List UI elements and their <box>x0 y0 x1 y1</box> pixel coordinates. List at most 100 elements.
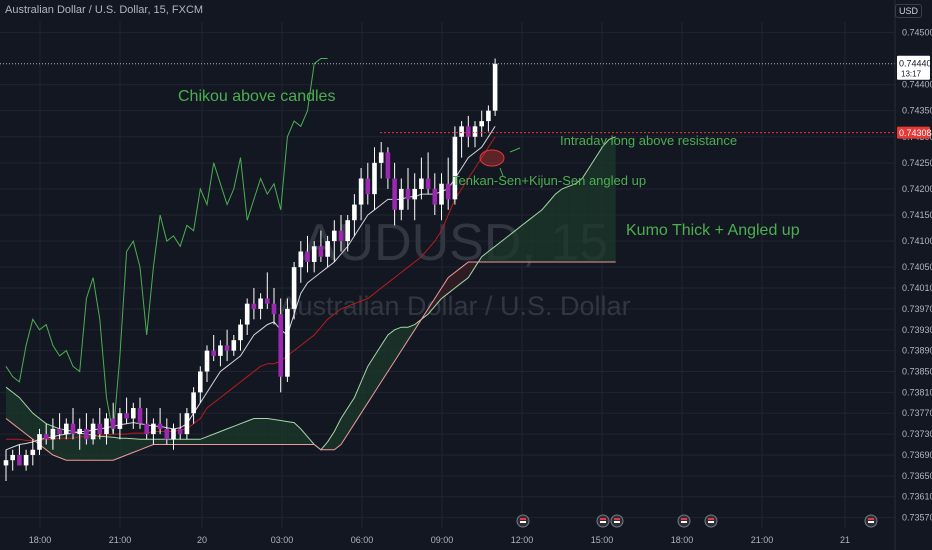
price-tick-label: 0.73970 <box>902 304 932 314</box>
candle-bear <box>338 230 344 242</box>
kumo-segment-bull <box>6 387 13 424</box>
time-tick-label: 20 <box>197 535 207 545</box>
candle-bull <box>378 152 384 163</box>
kumo-segment-bull <box>19 397 27 435</box>
kumo-segment-bull <box>347 397 355 435</box>
candle-bear <box>17 454 22 466</box>
kumo-segment-bull <box>361 366 368 414</box>
kumo-segment-bull <box>555 188 563 262</box>
candle-bull <box>64 423 69 435</box>
kumo-segment-bull <box>595 147 603 262</box>
kumo-segment-bull <box>153 439 161 445</box>
candle-bear <box>445 183 451 200</box>
candle-bear <box>365 178 371 195</box>
kumo-segment-bull <box>160 439 167 445</box>
kumo-segment-bull <box>274 419 281 445</box>
price-axis: 0.745000.744000.743500.743000.742500.742… <box>894 0 932 550</box>
annotation-text: Tenkan-Sen+Kijun-Sen angled up <box>452 173 646 188</box>
candle-bull <box>218 345 223 356</box>
kumo-segment-bull <box>508 230 516 262</box>
kumo-segment-bull <box>528 215 536 262</box>
kumo-segment-bull <box>381 334 388 382</box>
kumo-segment-bear <box>428 298 435 315</box>
time-tick-label: 06:00 <box>351 535 374 545</box>
candle-bull <box>104 418 109 435</box>
kumo-segment-bull <box>227 426 234 445</box>
kumo-segment-bull <box>481 251 489 262</box>
candle-bear <box>466 126 471 137</box>
candle-bull <box>345 220 350 242</box>
candle-bull <box>486 110 491 122</box>
kumo-segment-bull <box>186 439 194 445</box>
event-icon-stripe-white <box>520 521 526 523</box>
annotation-pointer <box>499 147 521 177</box>
kumo-segment-bull <box>26 405 33 440</box>
kumo-segment-bull <box>515 225 522 262</box>
time-tick-label: 21:00 <box>109 535 132 545</box>
current-price-box <box>897 55 930 80</box>
candle-bull <box>238 324 243 341</box>
kumo-segment-bull <box>521 220 529 262</box>
currency-label[interactable]: USD <box>894 4 922 18</box>
resistance-price-label: 0.74308 <box>897 126 932 139</box>
candle-bull <box>492 63 498 111</box>
event-flag-icon <box>516 514 530 528</box>
candle-bull <box>184 413 190 435</box>
candle-bear <box>43 434 49 440</box>
time-axis: 18:00 21:00 20 03:00 06:00 09:00 12:00 15:00 18:… <box>29 535 850 545</box>
kumo-segment-bull <box>86 434 94 461</box>
price-tick-label: 0.73930 <box>902 325 932 335</box>
senkou-span-a-line <box>5 136 616 451</box>
candle-bull <box>291 267 297 309</box>
event-icons <box>516 514 878 528</box>
candle-bear <box>70 423 76 435</box>
candle-bull <box>358 178 364 205</box>
kumo-segment-bull <box>542 201 549 262</box>
kumo-segment-bull <box>133 438 140 453</box>
candle-bull <box>37 434 42 450</box>
candle-bull <box>171 428 176 440</box>
kumo-segment-bull <box>79 433 87 461</box>
price-tick-label: 0.73890 <box>902 346 932 356</box>
candle-bull <box>419 178 424 189</box>
candle-bull <box>372 162 377 195</box>
kumo-segment-bull <box>535 209 542 262</box>
candle-bear <box>164 428 170 440</box>
annotation-text: Intraday long above resistance <box>560 133 737 148</box>
candle-bull <box>151 423 156 435</box>
candle-bull <box>90 423 96 440</box>
time-tick-label: 18:00 <box>671 535 694 545</box>
kumo-segment-bull <box>401 327 408 351</box>
kumo-segment-bull <box>495 241 502 262</box>
kumo-segment-bull <box>146 439 154 448</box>
kumo-segment-bull <box>300 428 308 445</box>
kumo-segment-bull <box>113 437 120 461</box>
candle-bull <box>472 126 478 137</box>
event-icon-stripe-white <box>681 521 687 523</box>
kumo-segment-bull <box>341 408 348 445</box>
event-icon-stripe-white <box>600 521 606 523</box>
resistance-price-text: 0.74308 <box>899 128 932 138</box>
candle-bull <box>459 126 464 137</box>
kumo-segment-bull <box>582 168 589 262</box>
candle-bear <box>177 428 183 435</box>
price-tick-label: 0.73690 <box>902 450 932 460</box>
candle-bull <box>10 454 15 461</box>
candle-bear <box>425 178 431 189</box>
price-tick-label: 0.74010 <box>902 283 932 293</box>
candle-bull <box>352 204 357 221</box>
highlight-oval <box>479 149 505 167</box>
candle-bear <box>251 303 257 309</box>
kumo-segment-bull <box>12 392 20 429</box>
kumo-segment-bull <box>280 420 288 445</box>
kumo-segment-bull <box>354 381 362 424</box>
kumo-segment-bull <box>99 436 107 461</box>
candle-bull <box>311 246 317 262</box>
kumo-segment-bull <box>327 431 335 450</box>
kumo-segment-bear <box>448 272 455 294</box>
kumo-segment-bull <box>294 422 301 445</box>
price-tick-label: 0.74200 <box>902 184 932 194</box>
kumo-segment-bull <box>140 439 147 450</box>
